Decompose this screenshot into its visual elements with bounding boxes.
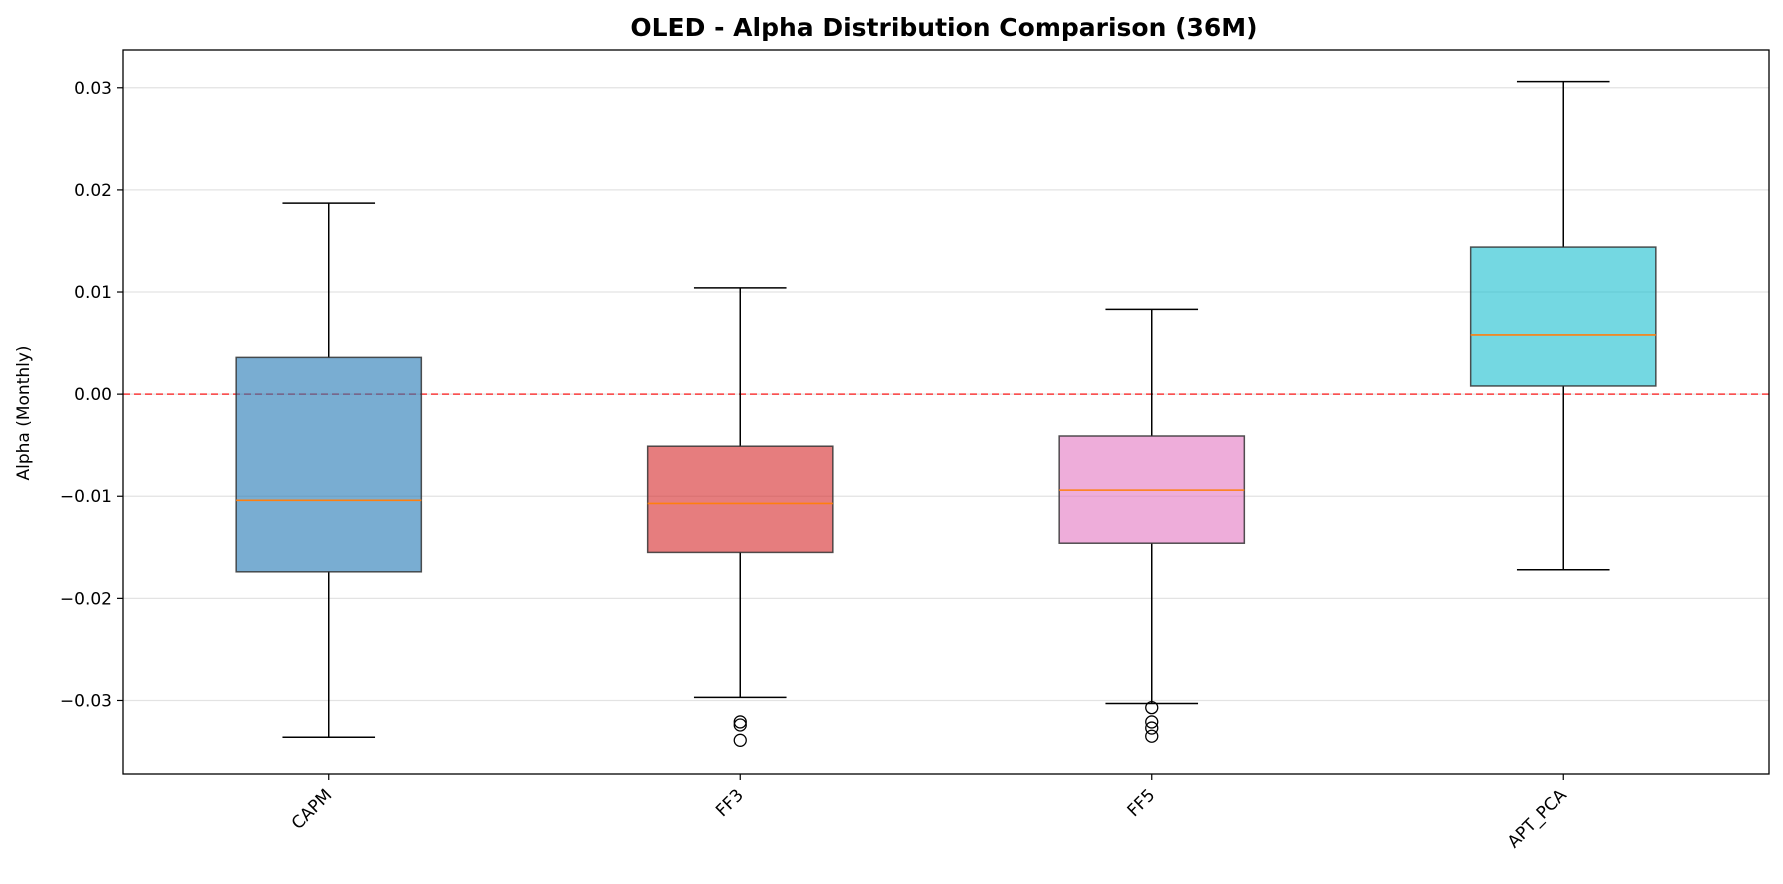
- box-apt-pca: [1469, 80, 1657, 571]
- outlier-point: [1145, 715, 1159, 729]
- outlier-point: [1145, 700, 1159, 715]
- box-ff5: [1058, 308, 1246, 743]
- plot-frame: [122, 49, 1770, 775]
- y-tick-label: 0.02: [74, 181, 112, 201]
- outlier-point: [1145, 721, 1159, 735]
- y-tick-label: −0.02: [60, 589, 112, 609]
- box-ff3: [646, 287, 834, 747]
- chart-title: OLED - Alpha Distribution Comparison (36…: [630, 13, 1257, 42]
- y-axis-label: Alpha (Monthly): [14, 345, 34, 480]
- outlier-point: [1145, 729, 1159, 743]
- outlier-point: [733, 733, 747, 747]
- box-iqr: [235, 356, 423, 573]
- y-tick-label: 0.00: [74, 385, 112, 405]
- box-capm: [235, 202, 423, 738]
- outlier-point: [733, 715, 747, 729]
- box-iqr: [646, 445, 834, 554]
- box-layer: [235, 80, 1657, 747]
- y-tick-label: −0.01: [60, 487, 112, 507]
- outlier-point: [733, 718, 747, 732]
- y-tick-label: −0.03: [60, 691, 112, 711]
- y-tick-label: 0.01: [74, 283, 112, 303]
- y-tick-label: 0.03: [74, 79, 112, 99]
- box-iqr: [1469, 246, 1657, 387]
